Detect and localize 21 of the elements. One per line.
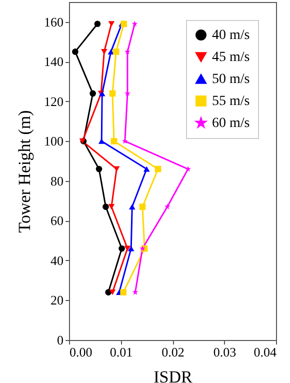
y-tick-label: 20 (50, 292, 64, 308)
y-tick-label: 140 (44, 54, 64, 70)
x-tick-label: 0.04 (254, 344, 277, 360)
x-axis-title: ISDR (154, 368, 194, 383)
x-tick-label: 0.03 (213, 344, 236, 360)
x-tick-label: 0.00 (70, 344, 92, 360)
y-tick-label: 60 (50, 213, 64, 228)
legend-label: 50 m/s (212, 72, 250, 87)
legend-label: 45 m/s (212, 50, 250, 65)
x-tick-label: 0.02 (162, 344, 184, 360)
y-tick-label: 40 (50, 252, 64, 268)
y-tick-label: 100 (44, 134, 64, 149)
legend-label: 55 m/s (212, 94, 250, 109)
legend-label: 40 m/s (212, 28, 250, 43)
y-tick-label: 160 (44, 14, 64, 30)
y-axis-title: Tower Height (m) (15, 110, 34, 233)
y-tick-label: 0 (57, 332, 64, 348)
y-tick-label: 80 (50, 173, 64, 188)
y-tick-label: 120 (44, 94, 64, 109)
legend-label: 60 m/s (212, 116, 250, 131)
x-tick-label: 0.01 (110, 344, 133, 360)
